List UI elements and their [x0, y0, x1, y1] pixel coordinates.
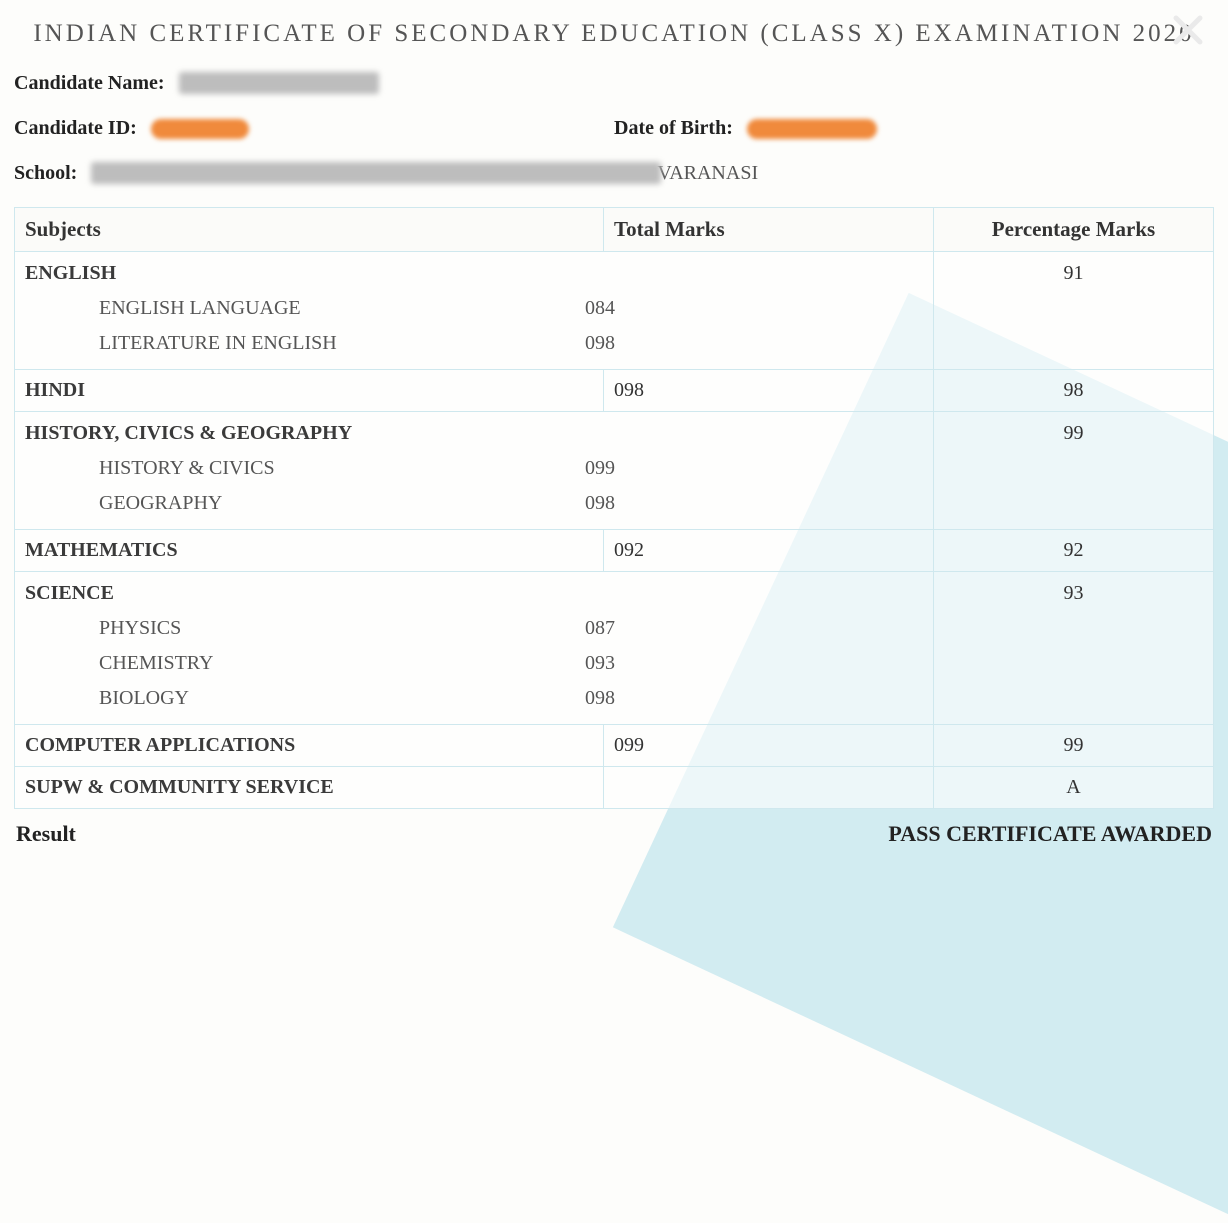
subject-group-cell: SCIENCEPHYSICS087CHEMISTRY093BIOLOGY098: [15, 572, 934, 725]
sub-subject-marks: 084: [585, 297, 615, 320]
id-dob-row: Candidate ID: Date of Birth:: [14, 117, 1214, 140]
result-label: Result: [16, 821, 76, 847]
sub-subject-name: PHYSICS: [25, 617, 585, 640]
sub-subject-name: GEOGRAPHY: [25, 492, 585, 515]
col-total-marks: Total Marks: [604, 208, 934, 252]
table-header-row: Subjects Total Marks Percentage Marks: [15, 208, 1214, 252]
sub-subject-marks: 099: [585, 457, 615, 480]
candidate-name-row: Candidate Name:: [14, 72, 1214, 95]
percentage-cell: A: [934, 767, 1214, 809]
dob-label: Date of Birth:: [614, 117, 733, 140]
sub-subject-marks: 098: [585, 492, 615, 515]
sub-subject-name: BIOLOGY: [25, 687, 585, 710]
subject-name: HINDI: [25, 379, 85, 401]
school-label: School:: [14, 162, 77, 185]
close-icon[interactable]: [1168, 10, 1208, 50]
table-row: SCIENCEPHYSICS087CHEMISTRY093BIOLOGY0989…: [15, 572, 1214, 725]
sub-subject-row: CHEMISTRY093: [25, 652, 923, 675]
percentage-cell: 99: [934, 412, 1214, 530]
subject-name: MATHEMATICS: [25, 539, 178, 561]
percentage-cell: 91: [934, 252, 1214, 370]
table-row: COMPUTER APPLICATIONS 09999: [15, 725, 1214, 767]
percentage-cell: 93: [934, 572, 1214, 725]
subject-name: HISTORY, CIVICS & GEOGRAPHY: [25, 422, 923, 445]
total-marks-cell: 098: [604, 370, 934, 412]
col-subjects: Subjects: [15, 208, 604, 252]
subject-cell: MATHEMATICS: [15, 530, 604, 572]
sub-subject-name: LITERATURE IN ENGLISH: [25, 332, 585, 355]
table-row: HISTORY, CIVICS & GEOGRAPHY HISTORY & CIV…: [15, 412, 1214, 530]
result-value: PASS CERTIFICATE AWARDED: [888, 821, 1212, 847]
sub-subject-marks: 087: [585, 617, 615, 640]
sub-subject-marks: 093: [585, 652, 615, 675]
sub-subject-name: CHEMISTRY: [25, 652, 585, 675]
sub-subject-row: PHYSICS087: [25, 617, 923, 640]
subject-name: COMPUTER APPLICATIONS: [25, 734, 295, 756]
table-row: SUPW & COMMUNITY SERVICE A: [15, 767, 1214, 809]
subject-cell: HINDI: [15, 370, 604, 412]
total-marks-cell: [604, 767, 934, 809]
candidate-name-value-redacted: [179, 72, 379, 94]
certificate-container: INDIAN CERTIFICATE OF SECONDARY EDUCATIO…: [0, 0, 1228, 847]
sub-subject-row: ENGLISH LANGUAGE084: [25, 297, 923, 320]
total-marks-cell: 099: [604, 725, 934, 767]
sub-subject-name: ENGLISH LANGUAGE: [25, 297, 585, 320]
sub-subject-row: GEOGRAPHY098: [25, 492, 923, 515]
subject-name: ENGLISH: [25, 262, 923, 285]
page-title: INDIAN CERTIFICATE OF SECONDARY EDUCATIO…: [14, 20, 1214, 48]
total-marks-cell: 092: [604, 530, 934, 572]
percentage-cell: 98: [934, 370, 1214, 412]
table-row: ENGLISHENGLISH LANGUAGE084LITERATURE IN …: [15, 252, 1214, 370]
candidate-info: Candidate Name: Candidate ID: Date of Bi…: [14, 72, 1214, 185]
dob-value-redacted: [747, 119, 877, 139]
school-value-redacted: [91, 162, 661, 184]
percentage-cell: 92: [934, 530, 1214, 572]
candidate-name-label: Candidate Name:: [14, 72, 165, 95]
sub-subject-marks: 098: [585, 332, 615, 355]
subject-group-cell: HISTORY, CIVICS & GEOGRAPHY HISTORY & CIV…: [15, 412, 934, 530]
candidate-id-label: Candidate ID:: [14, 117, 137, 140]
table-row: MATHEMATICS 09292: [15, 530, 1214, 572]
school-visible-suffix: VARANASI: [657, 162, 758, 185]
table-row: HINDI 09898: [15, 370, 1214, 412]
candidate-id-value-redacted: [151, 119, 249, 139]
sub-subject-row: BIOLOGY098: [25, 687, 923, 710]
percentage-cell: 99: [934, 725, 1214, 767]
result-row: Result PASS CERTIFICATE AWARDED: [14, 809, 1214, 847]
subject-name: SUPW & COMMUNITY SERVICE: [25, 776, 334, 798]
sub-subject-name: HISTORY & CIVICS: [25, 457, 585, 480]
school-row: School: VARANASI: [14, 162, 1214, 185]
sub-subject-row: HISTORY & CIVICS099: [25, 457, 923, 480]
marks-table: Subjects Total Marks Percentage Marks EN…: [14, 207, 1214, 809]
col-percentage: Percentage Marks: [934, 208, 1214, 252]
sub-subject-row: LITERATURE IN ENGLISH098: [25, 332, 923, 355]
subject-name: SCIENCE: [25, 582, 923, 605]
subject-group-cell: ENGLISHENGLISH LANGUAGE084LITERATURE IN …: [15, 252, 934, 370]
subject-cell: COMPUTER APPLICATIONS: [15, 725, 604, 767]
sub-subject-marks: 098: [585, 687, 615, 710]
subject-cell: SUPW & COMMUNITY SERVICE: [15, 767, 604, 809]
